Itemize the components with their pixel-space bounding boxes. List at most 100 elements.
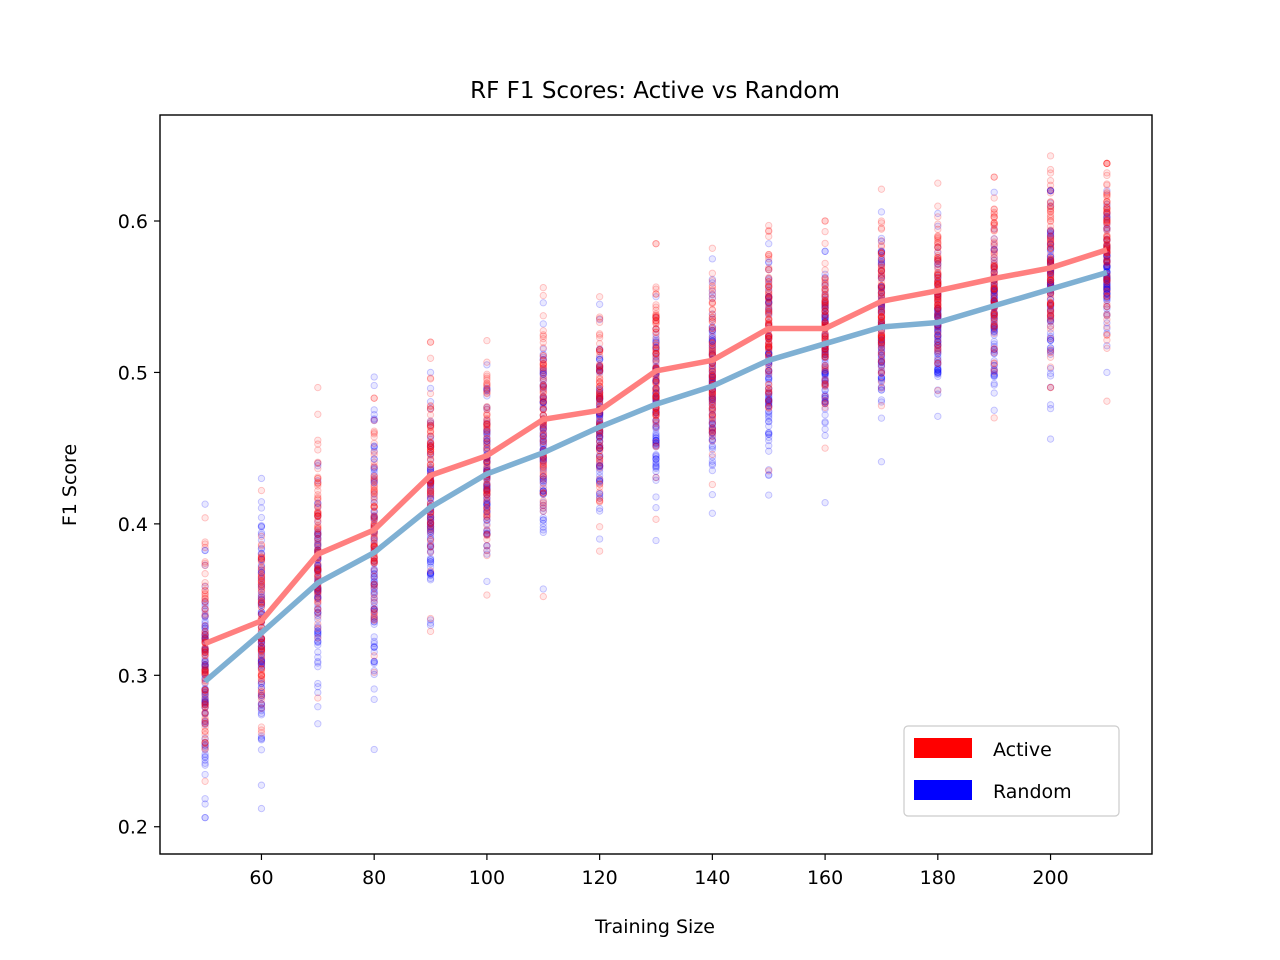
scatter-point-random [821, 304, 829, 312]
scatter-point-random [934, 305, 942, 313]
scatter-point-active [708, 418, 717, 427]
scatter-point-random [934, 357, 942, 365]
scatter-point-random [990, 371, 998, 379]
scatter-point-random [539, 404, 547, 413]
scatter-point-random [1103, 290, 1111, 298]
scatter-point-random [595, 471, 604, 480]
scatter-point-random [708, 393, 717, 401]
scatter-point-random [257, 555, 266, 564]
scatter-point-random [1103, 220, 1111, 228]
scatter-point-random [426, 574, 435, 583]
scatter-point-active [1103, 225, 1111, 233]
scatter-point-random [426, 570, 435, 579]
scatter-point-random [765, 401, 773, 410]
scatter-point-active [1046, 254, 1055, 263]
scatter-point-active [201, 735, 209, 743]
scatter-point-active [1103, 397, 1111, 405]
scatter-point-active [201, 686, 209, 694]
scatter-point-random [821, 348, 829, 356]
scatter-point-active [708, 388, 717, 396]
scatter-point-active [257, 554, 266, 563]
scatter-point-random [201, 582, 209, 591]
scatter-point-active [426, 338, 435, 346]
scatter-point-random [314, 703, 322, 711]
scatter-point-active [595, 293, 604, 301]
scatter-point-random [314, 542, 322, 550]
scatter-point-active [201, 708, 209, 717]
scatter-point-active [652, 325, 660, 333]
scatter-point-random [314, 567, 322, 576]
scatter-point-random [877, 288, 886, 297]
scatter-point-random [257, 732, 266, 740]
scatter-point-active [201, 648, 209, 656]
scatter-point-random [1103, 285, 1111, 293]
scatter-point-active [426, 461, 435, 469]
scatter-point-random [652, 416, 660, 424]
scatter-point-active [257, 656, 266, 664]
scatter-point-random [257, 680, 266, 688]
scatter-point-random [539, 516, 547, 524]
scatter-point-random [765, 297, 773, 305]
scatter-point-random [595, 432, 604, 440]
scatter-point-random [314, 566, 322, 575]
scatter-point-random [595, 388, 604, 397]
scatter-point-random [314, 593, 322, 601]
scatter-point-random [821, 331, 829, 340]
scatter-point-random [539, 374, 547, 383]
scatter-point-random [652, 441, 660, 449]
scatter-point-random [595, 437, 604, 446]
scatter-point-random [765, 447, 773, 455]
scatter-point-random [314, 594, 322, 602]
scatter-point-random [1103, 283, 1111, 291]
scatter-point-active [257, 686, 266, 694]
legend: Active Random [903, 725, 1120, 817]
scatter-point-random [539, 507, 547, 515]
scatter-point-random [539, 425, 547, 434]
scatter-point-active [595, 547, 604, 555]
scatter-point-random [877, 340, 886, 348]
scatter-point-random [821, 392, 829, 400]
scatter-point-random [370, 620, 378, 628]
scatter-point-random [314, 530, 322, 538]
scatter-point-random [652, 338, 660, 347]
scatter-point-random [314, 615, 322, 624]
scatter-point-random [201, 666, 209, 674]
scatter-point-random [765, 402, 773, 410]
scatter-point-active [370, 512, 378, 520]
scatter-point-random [990, 331, 998, 339]
scatter-point-random [426, 556, 435, 564]
scatter-point-random [1103, 275, 1111, 283]
scatter-point-random [1046, 344, 1055, 352]
scatter-point-random [201, 690, 209, 698]
scatter-point-random [370, 573, 378, 581]
scatter-point-random [821, 368, 829, 376]
scatter-point-random [934, 222, 942, 230]
scatter-point-random [426, 569, 435, 577]
scatter-point-active [257, 532, 266, 540]
scatter-point-random [1046, 329, 1055, 337]
scatter-point-random [426, 495, 435, 503]
scatter-point-active [934, 220, 942, 228]
scatter-point-random [765, 265, 773, 274]
scatter-point-active [201, 700, 209, 709]
scatter-point-active [201, 647, 209, 655]
scatter-point-random [765, 258, 773, 266]
scatter-point-random [990, 293, 998, 302]
scatter-point-active [539, 351, 547, 360]
scatter-point-active [539, 382, 547, 391]
scatter-point-random [483, 526, 491, 534]
scatter-point-active [595, 452, 604, 460]
scatter-point-random [934, 368, 942, 377]
scatter-point-random [483, 516, 491, 524]
scatter-point-random [708, 399, 717, 407]
scatter-point-active [821, 311, 829, 319]
scatter-point-active [257, 603, 266, 611]
scatter-point-random [314, 587, 322, 595]
scatter-point-active [370, 448, 378, 456]
scatter-point-random [483, 419, 491, 428]
scatter-point-active [595, 313, 604, 321]
scatter-point-random [821, 299, 829, 308]
scatter-point-random [765, 350, 773, 358]
scatter-point-random [821, 370, 829, 378]
scatter-point-random [934, 364, 942, 373]
